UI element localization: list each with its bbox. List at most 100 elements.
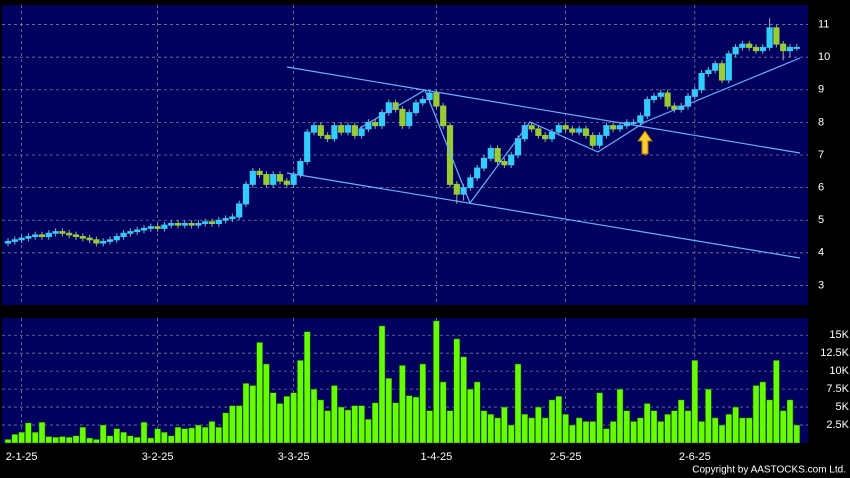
candle-body [120,232,127,238]
volume-bar [52,437,59,444]
candle-body [93,239,100,244]
volume-bar [711,417,719,444]
volume-bar [575,417,583,444]
volume-bar [4,439,12,444]
volume-bar [433,320,440,444]
candle-body [562,125,569,130]
volume-bar [31,431,39,444]
volume-bar [487,414,495,444]
volume-bar [235,405,243,444]
x-tick-label: 3-3-25 [278,451,310,463]
candle-body [419,99,426,104]
candle-body [236,203,243,218]
candle-body [147,226,154,229]
candle-body [344,125,352,133]
candle-body [508,154,515,166]
volume-bar [752,385,760,444]
candle-body [705,69,712,74]
volume-bar [365,419,372,444]
candle-body [283,180,290,185]
candle-body [161,224,168,229]
y-tick-label: 3 [818,279,824,291]
candle-body [365,121,372,130]
candle-body [718,63,726,81]
candle-body [766,27,773,48]
volume-bar [609,421,617,444]
volume-bar [310,388,318,444]
candle-body [528,125,535,130]
volume-bar [290,392,297,444]
candle-body [399,108,406,127]
volume-bar [120,431,127,444]
volume-bar [494,417,501,444]
candle-body [644,99,651,117]
volume-bar [154,428,161,444]
volume-bar [779,410,787,444]
volume-bar [38,421,46,444]
volume-bar [378,325,386,444]
candle-body [650,95,658,101]
candle-body [18,237,25,241]
candle-body [242,183,250,205]
candle-body [106,239,114,242]
candle-body [739,43,746,48]
candle-body [38,234,46,238]
candle-body [72,234,80,238]
volume-bar [181,428,189,444]
candle-body [406,112,413,127]
volume-bar [535,406,542,444]
candle-body [79,236,86,239]
volume-bar [514,363,522,444]
candle-body [759,46,766,52]
candle-body [596,134,603,146]
candle-body [215,219,222,224]
candle-body [657,92,664,97]
volume-bar [283,396,291,444]
candle-body [616,125,624,130]
candle-body [297,161,304,176]
volume-bar [161,431,168,444]
candle-body [276,174,284,182]
marks [4,18,801,444]
volume-bar [371,402,379,444]
volume-bar [59,436,66,444]
candle-body [637,115,644,123]
volume-bar [242,383,250,444]
volume-bar [582,421,590,444]
candle-body [256,170,263,176]
volume-bar [793,424,801,444]
volume-bar [45,436,53,444]
volume-bar [215,426,223,444]
volume-bar [208,421,216,444]
candle-body [698,72,705,91]
volume-bar [324,410,331,444]
candle-body [582,128,590,136]
volume-bar [317,399,325,444]
volume-bar [650,410,658,444]
volume-bar [725,414,733,444]
volume-bar [528,417,535,444]
volume-bar [392,402,399,444]
candle-body [59,231,66,234]
candle-body [569,128,576,133]
volume-bar [269,392,277,444]
candle-body [603,125,610,136]
volume-bar [555,396,563,444]
volume-tick-label: 15K [829,329,849,341]
candle-body [725,53,732,81]
y-tick-label: 9 [818,84,824,96]
candle-body [202,221,209,224]
volume-bar [127,435,134,444]
volume-bar [596,392,603,444]
candle-body [338,125,345,133]
candle-body [195,222,202,226]
candle-body [535,128,542,136]
candle-body [385,102,392,114]
volume-bar [351,405,359,444]
candle-body [168,222,175,226]
candle-body [773,27,780,45]
volume-bar [439,381,447,444]
volume-bar [140,421,148,444]
volume-bar [419,363,427,444]
volume-bar [698,421,705,444]
